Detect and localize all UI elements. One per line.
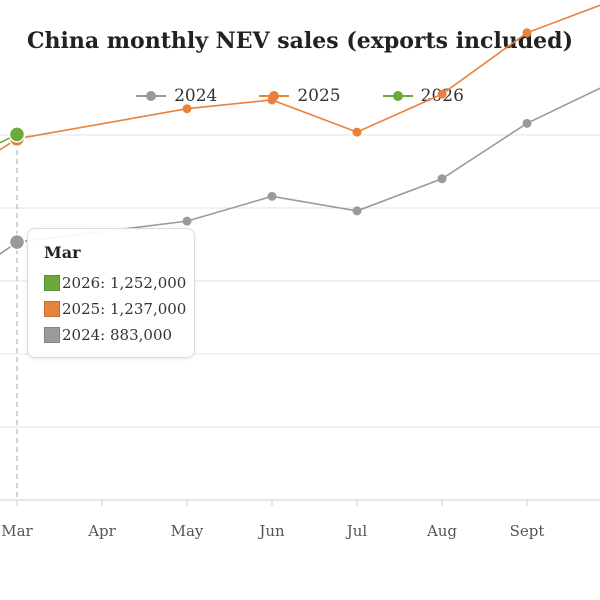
data-point-2024-Sept <box>522 118 532 128</box>
data-point-2024-Aug <box>437 174 447 184</box>
legend-label-2024: 2024 <box>174 86 218 106</box>
tooltip-row-2026: 2026: 1,252,000 <box>44 270 194 296</box>
legend-label-2025: 2025 <box>297 86 341 106</box>
legend-marker-2026 <box>382 90 413 102</box>
data-point-2024-May <box>182 216 192 226</box>
x-tick-label: Jul <box>345 522 368 540</box>
tooltip-value-2026: 2026: 1,252,000 <box>62 274 187 292</box>
x-tick-label: Apr <box>87 522 116 540</box>
tooltip-value-2025: 2025: 1,237,000 <box>62 300 187 318</box>
tooltip-row-2024: 2024: 883,000 <box>44 322 194 348</box>
data-point-2024-Jun <box>267 191 277 201</box>
series-line-2026 <box>0 133 18 144</box>
legend-item-2024[interactable]: 2024 <box>136 86 217 106</box>
tooltip-title: Mar <box>44 243 81 262</box>
data-point-2026-Mar <box>8 126 26 143</box>
data-point-2025-Sept <box>522 28 532 38</box>
series-line-2025 <box>0 4 600 151</box>
tooltip-swatch-2025 <box>44 301 60 317</box>
legend-item-2025[interactable]: 2025 <box>259 86 341 106</box>
x-tick-label: Sept <box>510 522 545 540</box>
x-tick-label: Mar <box>1 522 33 540</box>
data-point-2025-Jun <box>267 95 277 105</box>
x-tick-label: Aug <box>426 522 457 540</box>
data-point-2025-Jul <box>352 127 362 137</box>
data-point-2025-May <box>182 104 192 114</box>
chart-title: China monthly NEV sales (exports include… <box>27 28 573 54</box>
tooltip-row-2025: 2025: 1,237,000 <box>44 296 194 322</box>
legend-marker-2024 <box>136 90 167 102</box>
legend-marker-2025 <box>259 90 290 102</box>
tooltip-swatch-2024 <box>44 327 60 343</box>
data-point-2024-Mar <box>8 233 26 251</box>
x-tick-label: Jun <box>257 522 285 540</box>
x-tick-label: May <box>171 522 204 540</box>
data-point-2024-Jul <box>352 206 362 216</box>
data-point-2025-Aug <box>437 89 447 99</box>
hover-tooltip: Mar 2026: 1,252,000 2025: 1,237,000 2024… <box>27 228 195 358</box>
tooltip-swatch-2026 <box>44 275 60 291</box>
tooltip-value-2024: 2024: 883,000 <box>62 326 173 344</box>
